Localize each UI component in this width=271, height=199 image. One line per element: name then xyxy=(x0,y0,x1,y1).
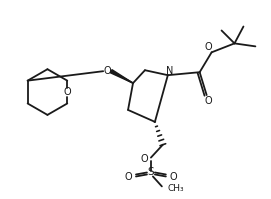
Text: N: N xyxy=(166,66,173,76)
Text: S: S xyxy=(148,168,154,178)
Text: O: O xyxy=(205,42,212,52)
Text: O: O xyxy=(103,66,111,76)
Text: O: O xyxy=(140,154,148,164)
Polygon shape xyxy=(110,70,133,83)
Text: O: O xyxy=(63,87,71,97)
Text: CH₃: CH₃ xyxy=(168,184,185,193)
Text: O: O xyxy=(170,173,178,182)
Text: O: O xyxy=(124,173,132,182)
Text: O: O xyxy=(205,96,212,106)
